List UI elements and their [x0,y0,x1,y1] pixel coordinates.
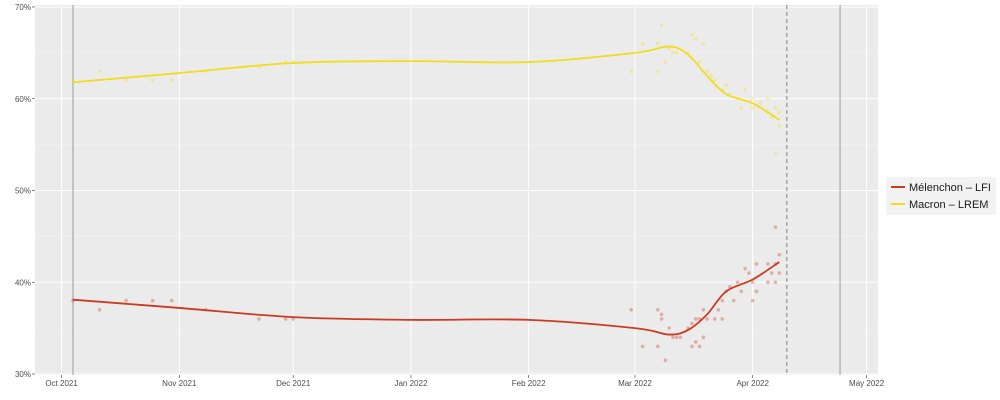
poll-point [766,262,770,266]
poll-point [720,317,725,321]
poll-point [169,298,174,303]
poll-point [720,298,725,303]
y-tick-label: 60% [15,95,31,104]
y-tick-label: 70% [15,3,31,12]
poll-point [640,344,645,349]
trend-line-macron [72,45,780,121]
x-tick-label: Jan 2022 [394,379,427,388]
poll-point [743,266,747,271]
poll-point [777,252,782,257]
poll-point [750,96,755,101]
x-tick-label: Nov 2021 [162,379,197,388]
poll-point [663,358,668,363]
poll-point [690,32,694,37]
poll-point [690,321,694,326]
trend-line-melenchon [72,261,780,336]
poll-point [701,307,706,312]
poll-point [754,289,759,294]
poll-point [712,78,717,83]
poll-point [769,271,774,275]
poll-point [724,83,728,87]
poll-point [747,271,751,275]
poll-point [701,41,706,46]
poll-point [693,37,698,41]
poll-point [693,340,698,344]
poll-point [659,23,664,28]
x-tick-label: Oct 2021 [45,379,78,388]
y-tick-label: 50% [15,187,31,196]
poll-point [754,262,759,266]
poll-point [773,152,778,156]
poll-point [283,317,288,321]
poll-point [655,307,660,312]
poll-point [777,124,782,129]
poll-point [735,280,740,285]
poll-point [766,280,770,285]
poll-point [701,335,706,340]
poll-point [629,69,633,74]
poll-point [629,307,633,312]
poll-point [678,335,683,340]
poll-point [773,280,778,285]
x-tick-label: Dec 2021 [276,379,311,388]
x-tick-label: Apr 2022 [736,379,769,388]
poll-point [758,101,763,106]
poll-point [712,317,717,321]
poll-point [640,41,645,46]
poll-point [693,317,698,321]
poll-point [150,78,155,83]
poll-point [705,317,709,321]
poll-point [663,60,668,64]
poll-point [743,87,747,92]
poll-point [674,335,679,340]
poll-point [674,51,679,55]
poll-point [97,307,102,312]
poll-point [667,326,671,330]
poll-point [169,78,174,83]
poll-point [671,335,675,340]
poll-point [97,69,102,74]
poll-point [655,41,660,46]
y-tick-label: 40% [15,278,31,287]
poll-point [777,271,782,275]
poll-point [655,344,660,349]
legend-label-macron: Macron – LREM [909,199,988,211]
poll-point [257,317,261,321]
poll-point [750,298,755,303]
poll-point [124,298,128,303]
poll-point [659,312,664,317]
poll-point [773,225,778,229]
poll-point [739,289,744,294]
poll-point [773,106,778,110]
legend: Mélenchon – LFI Macron – LREM [886,177,996,215]
poll-point [716,307,721,312]
poll-point [739,106,744,110]
poll-point [697,344,702,349]
poll-point [705,69,709,74]
poll-point [766,96,770,101]
poll-point [750,106,755,110]
poll-point [655,69,660,74]
x-tick-label: Feb 2022 [512,379,546,388]
poll-point [150,298,155,303]
poll-point [777,110,782,115]
legend-label-melenchon: Mélenchon – LFI [909,182,991,194]
poll-point [731,298,736,303]
x-tick-label: May 2022 [849,379,885,388]
x-tick-label: Mar 2022 [618,379,652,388]
poll-point [690,344,694,349]
poll-point [124,78,128,83]
poll-point [659,317,664,321]
poll-point [671,51,675,55]
y-tick-label: 30% [15,370,31,379]
poll-point [750,280,755,285]
poll-point [709,74,713,78]
poll-point [697,60,702,64]
